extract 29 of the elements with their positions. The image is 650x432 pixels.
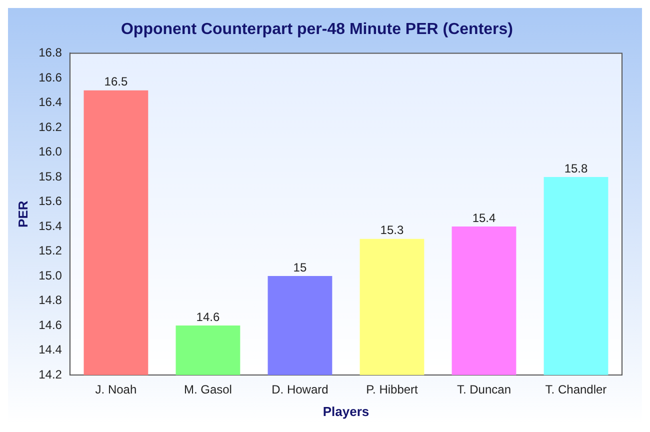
- y-tick-label: 16.8: [38, 46, 62, 60]
- y-tick-label: 15.4: [38, 218, 62, 233]
- y-tick-label: 15.6: [38, 194, 62, 208]
- y-tick-label: 16.2: [38, 120, 62, 134]
- y-tick-label: 16.6: [38, 70, 62, 84]
- y-tick-label: 14.8: [38, 293, 62, 308]
- y-tick-label: 16.0: [38, 144, 62, 159]
- x-tick-label: T. Duncan: [456, 382, 512, 397]
- x-axis-title: Players: [322, 404, 370, 419]
- y-tick-label: 14.6: [38, 318, 62, 332]
- x-tick-label: P. Hibbert: [366, 382, 419, 397]
- data-label: 16.5: [104, 74, 128, 89]
- data-label: 15.4: [472, 210, 496, 225]
- data-label: 15.8: [564, 161, 588, 176]
- y-tick-label: 14.4: [38, 342, 62, 357]
- data-label: 15.3: [380, 223, 404, 238]
- x-tick-label: D. Howard: [272, 382, 328, 397]
- x-tick-label: J. Noah: [95, 382, 137, 397]
- data-label: 14.6: [196, 310, 220, 324]
- x-tick-label: M. Gasol: [184, 382, 232, 397]
- data-label: 15: [293, 260, 307, 274]
- y-axis-title: PER: [15, 200, 30, 228]
- y-tick-label: 16.4: [38, 95, 62, 110]
- chart-title: Opponent Counterpart per-48 Minute PER (Centers): [120, 21, 514, 38]
- y-tick-label: 15.2: [38, 244, 62, 258]
- y-tick-label: 15.8: [38, 169, 62, 184]
- y-tick-label: 15.0: [38, 268, 62, 282]
- x-tick-label: T. Chandler: [545, 382, 607, 397]
- y-tick-label: 14.2: [38, 367, 62, 382]
